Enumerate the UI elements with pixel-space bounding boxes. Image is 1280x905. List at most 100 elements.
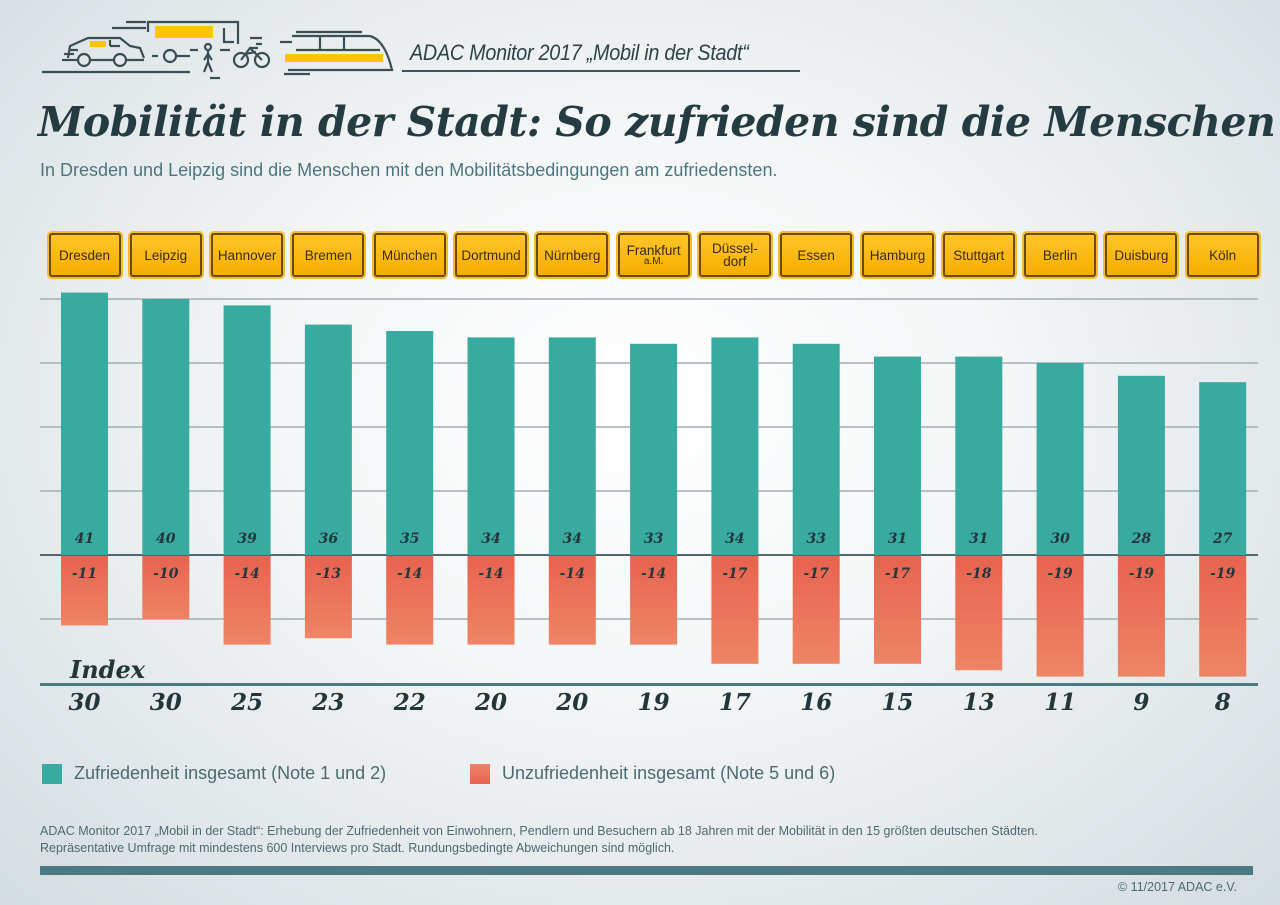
- index-baseline: [40, 683, 1258, 686]
- bar-label-satisfied: 39: [237, 531, 257, 547]
- city-sign: Düssel-dorf: [698, 233, 771, 277]
- city-sign: Hamburg: [861, 233, 934, 277]
- bar-label-dissatisfied: -14: [478, 566, 503, 582]
- city-sign: Stuttgart: [942, 233, 1015, 277]
- car-icon: [62, 36, 146, 68]
- bar-label-dissatisfied: -14: [560, 566, 585, 582]
- bar-dissatisfied: [711, 556, 759, 664]
- truck-icon: [112, 20, 262, 64]
- header-rule: [402, 70, 800, 72]
- city-sign-sublabel: dorf: [723, 254, 747, 269]
- bar-satisfied: [386, 331, 434, 555]
- city-sign: Essen: [780, 233, 853, 277]
- bar-label-satisfied: 36: [319, 531, 339, 547]
- bicycle-icon: [220, 42, 271, 69]
- car-window-fill: [90, 41, 106, 47]
- city-sign: Köln: [1186, 233, 1259, 277]
- legend-swatch-dissatisfied: [470, 763, 490, 784]
- bar-label-dissatisfied: -19: [1129, 566, 1155, 582]
- bar-label-dissatisfied: -17: [885, 566, 911, 582]
- city-sign-label: Dresden: [58, 247, 111, 263]
- index-value: 8: [1214, 689, 1231, 716]
- header-illustration: [42, 20, 394, 80]
- city-sign: Nürnberg: [536, 233, 609, 277]
- footer-bar: [40, 866, 1253, 875]
- city-sign: Dresden: [48, 233, 121, 277]
- city-sign: Duisburg: [1105, 233, 1178, 277]
- city-sign-label: Frankfurt: [626, 242, 681, 258]
- city-sign-label: Berlin: [1042, 247, 1078, 263]
- city-sign-label: Köln: [1209, 247, 1237, 263]
- bar-dissatisfied: [955, 556, 1003, 671]
- city-sign: Leipzig: [129, 233, 202, 277]
- bar-dissatisfied: [792, 556, 840, 664]
- city-sign: Bremen: [292, 233, 365, 277]
- city-sign-sublabel: a.M.: [643, 255, 664, 267]
- footer-note-line-2: Repräsentative Umfrage mit mindestens 60…: [40, 841, 675, 855]
- bar-label-dissatisfied: -19: [1047, 566, 1073, 582]
- bar-label-satisfied: 31: [888, 531, 907, 547]
- pedestrian-icon: [202, 42, 220, 80]
- bar-dissatisfied: [142, 556, 190, 619]
- bar-dissatisfied: [61, 556, 108, 626]
- city-sign-label: Duisburg: [1114, 247, 1169, 263]
- bar-satisfied: [61, 292, 108, 555]
- legend-swatch-satisfied: [42, 763, 62, 784]
- series-title: ADAC Monitor 2017 „Mobil in der Stadt“: [410, 40, 749, 65]
- bar-label-satisfied: 30: [1050, 531, 1070, 547]
- bar-label-satisfied: 31: [969, 531, 988, 547]
- index-value: 25: [230, 689, 263, 716]
- city-sign: Dortmund: [455, 233, 527, 277]
- bar-satisfied: [1199, 382, 1247, 555]
- train-icon: [280, 30, 394, 76]
- city-sign-label: Hannover: [217, 247, 277, 263]
- bar-label-satisfied: 34: [725, 531, 744, 547]
- index-value: 30: [68, 689, 100, 716]
- city-sign: Frankfurt a.M.: [617, 233, 690, 277]
- city-sign-label: Nürnberg: [544, 247, 601, 263]
- city-sign-label: Düssel-: [712, 241, 758, 256]
- city-sign-label: Hamburg: [869, 247, 926, 263]
- bar-label-satisfied: 34: [563, 531, 582, 547]
- city-sign: Hannover: [211, 233, 284, 277]
- bar-label-dissatisfied: -14: [397, 566, 422, 582]
- bar-dissatisfied: [304, 556, 352, 639]
- bar-label-dissatisfied: -10: [153, 566, 179, 582]
- index-value: 13: [963, 689, 995, 716]
- bar-satisfied: [955, 356, 1003, 555]
- bar-dissatisfied: [630, 556, 678, 645]
- bar-satisfied: [304, 324, 352, 555]
- bar-label-dissatisfied: -17: [722, 566, 748, 582]
- index-value: 19: [638, 689, 670, 716]
- bar-satisfied: [223, 305, 271, 555]
- bar-label-dissatisfied: -13: [316, 566, 342, 582]
- city-sign-label: Leipzig: [144, 247, 188, 263]
- legend-item-dissatisfied: Unzufriedenheit insgesamt (Note 5 und 6): [470, 763, 835, 784]
- bar-satisfied: [548, 337, 596, 555]
- bar-dissatisfied: [386, 556, 434, 645]
- index-value: 23: [311, 689, 344, 716]
- index-value: 20: [474, 689, 507, 716]
- bar-dissatisfied: [467, 556, 515, 645]
- page-title: Mobilität in der Stadt: So zufrieden sin…: [38, 98, 1276, 146]
- index-value: 20: [555, 689, 588, 716]
- bar-label-satisfied: 34: [481, 531, 500, 547]
- bar-dissatisfied: [1199, 556, 1247, 677]
- city-sign-label: Essen: [797, 247, 835, 263]
- bar-label-dissatisfied: -18: [966, 566, 992, 582]
- bar-label-dissatisfied: -17: [804, 566, 830, 582]
- bar-label-satisfied: 33: [644, 531, 664, 547]
- index-value: 9: [1133, 689, 1149, 716]
- index-value: 16: [800, 689, 832, 716]
- bar-label-dissatisfied: -19: [1210, 566, 1236, 582]
- page-subtitle: In Dresden und Leipzig sind die Menschen…: [40, 160, 778, 180]
- train-stripe-fill: [285, 54, 383, 62]
- index-value: 15: [881, 689, 913, 716]
- legend-label-satisfied: Zufriedenheit insgesamt (Note 1 und 2): [74, 763, 387, 783]
- city-sign-label: Stuttgart: [953, 247, 1005, 263]
- index-value: 22: [393, 689, 426, 716]
- index-value: 30: [150, 689, 182, 716]
- legend-item-satisfied: Zufriedenheit insgesamt (Note 1 und 2): [42, 763, 386, 784]
- city-sign-label: Dortmund: [461, 247, 521, 263]
- bar-label-satisfied: 33: [806, 531, 826, 547]
